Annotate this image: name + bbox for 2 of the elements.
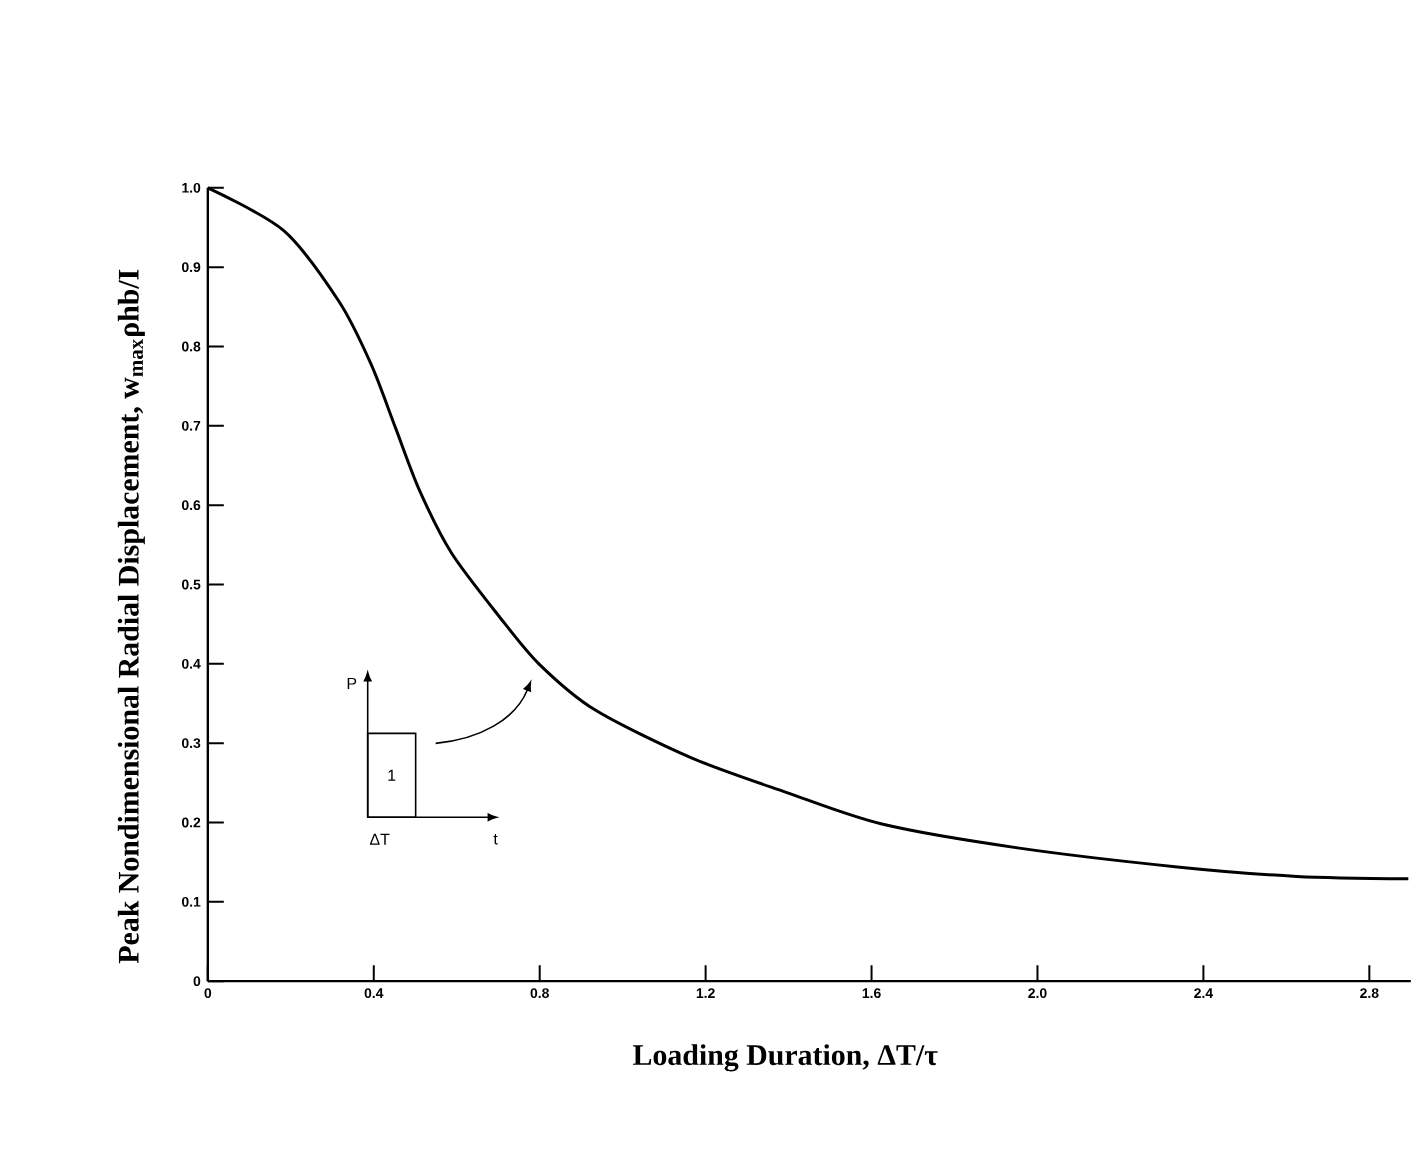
x-axis-title: Loading Duration, ΔT/τ	[633, 1044, 938, 1072]
y-axis-title: Peak Nondimensional Radial Displacement, w$_{max}$ρhb/I	[117, 270, 145, 964]
